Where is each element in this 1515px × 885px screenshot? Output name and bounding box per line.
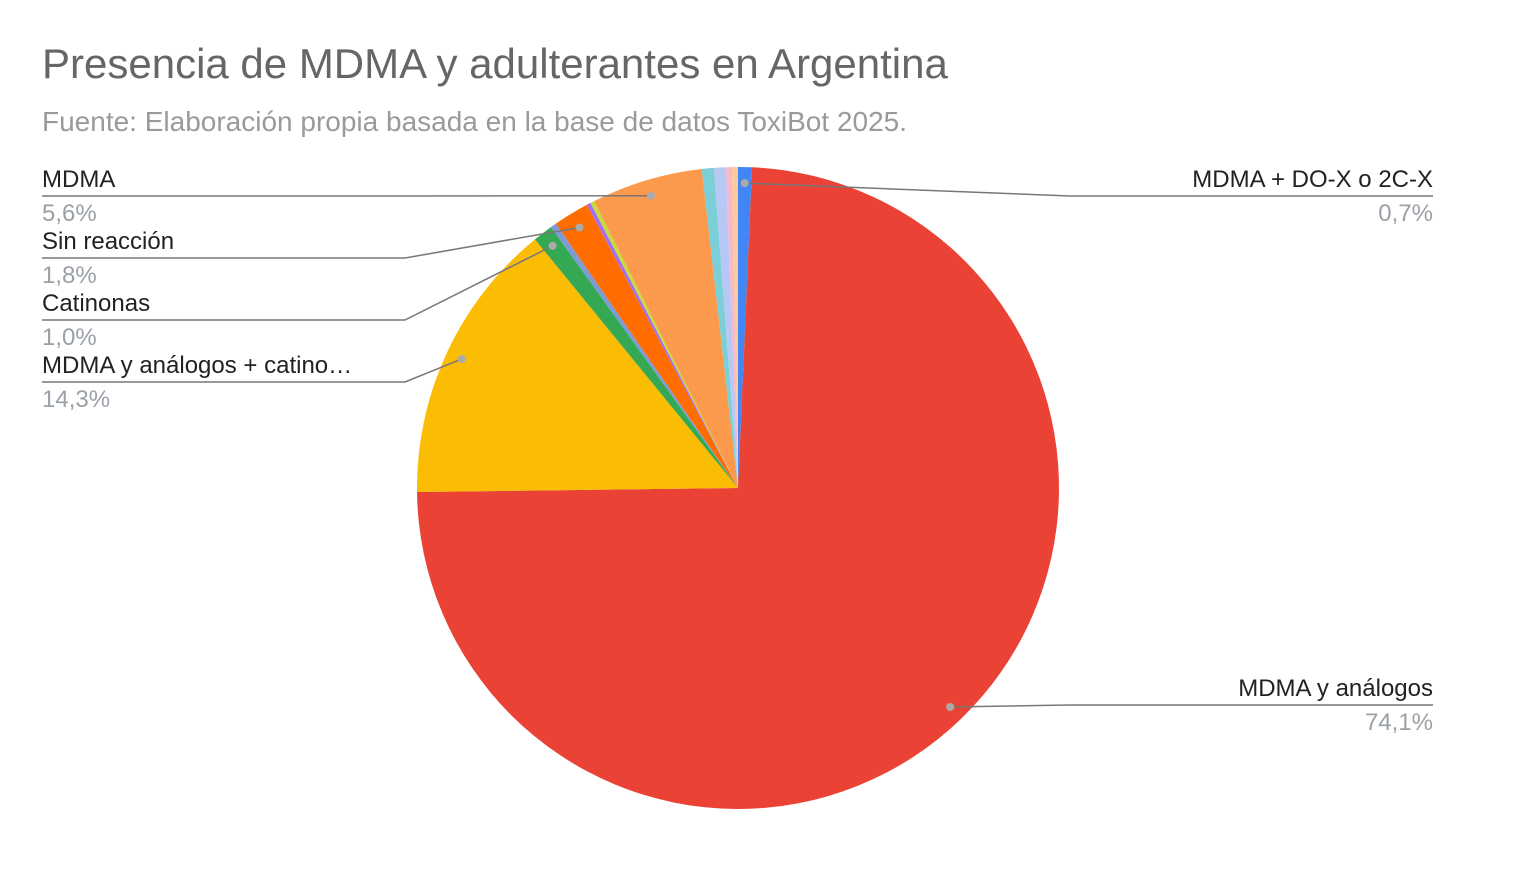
slice-label: MDMA y análogos + catino…	[42, 352, 352, 379]
slice-label: Sin reacción	[42, 228, 174, 255]
leader-dot	[741, 179, 749, 187]
slice-value-label: 5,6%	[42, 200, 97, 227]
leader-dot	[549, 242, 557, 250]
leader-dot	[647, 192, 655, 200]
leader-dot	[946, 703, 954, 711]
slice-value-label: 14,3%	[42, 386, 110, 413]
leader-dot	[458, 355, 466, 363]
slice-value-label: 0,7%	[1378, 200, 1433, 227]
slice-label: MDMA	[42, 166, 115, 193]
chart-subtitle: Fuente: Elaboración propia basada en la …	[42, 106, 907, 137]
slice-value-label: 1,0%	[42, 324, 97, 351]
slice-value-label: 74,1%	[1365, 709, 1433, 736]
chart-title: Presencia de MDMA y adulterantes en Arge…	[42, 40, 948, 87]
leader-line	[950, 705, 1433, 707]
slice-label: MDMA + DO-X o 2C-X	[1192, 166, 1433, 193]
slice-label: MDMA y análogos	[1238, 675, 1433, 702]
leader-dot	[575, 223, 583, 231]
slice-label: Catinonas	[42, 290, 150, 317]
slice-value-label: 1,8%	[42, 262, 97, 289]
